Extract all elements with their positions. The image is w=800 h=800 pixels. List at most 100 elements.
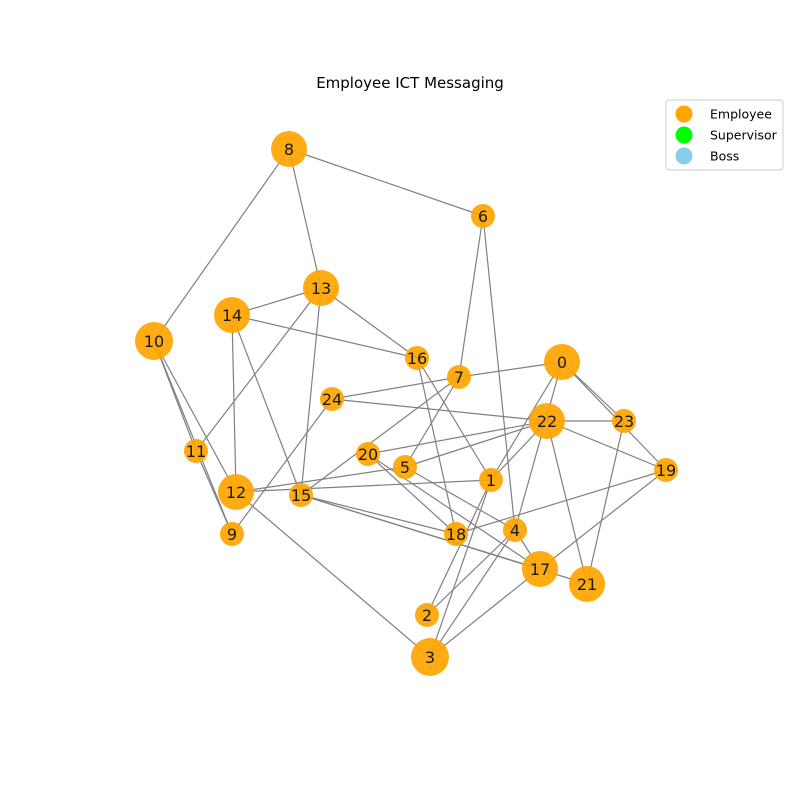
node-circle-0 (544, 344, 580, 380)
edge-0-4 (514, 361, 563, 531)
edge-7-24 (331, 376, 460, 400)
edge-6-4 (482, 215, 516, 531)
node-circle-14 (214, 297, 250, 333)
node-21: 21 (569, 566, 605, 602)
node-label-16: 16 (407, 349, 427, 368)
edge-8-6 (288, 148, 484, 217)
node-label-12: 12 (226, 483, 246, 502)
edge-22-19 (546, 420, 667, 471)
edge-4-2 (426, 529, 516, 616)
node-3: 3 (411, 638, 449, 676)
edge-24-9 (231, 398, 333, 535)
edge-10-12 (153, 340, 237, 493)
legend-label-employee: Employee (710, 107, 772, 122)
node-label-2: 2 (422, 606, 432, 625)
node-circle-22 (529, 403, 565, 439)
graph-title: Employee ICT Messaging (316, 74, 504, 92)
edge-22-21 (546, 420, 588, 585)
edge-19-17 (539, 469, 667, 570)
edge-22-20 (367, 420, 548, 455)
edge-1-3 (429, 479, 492, 658)
legend-frame (665, 99, 784, 171)
node-label-19: 19 (656, 461, 676, 480)
node-label-1: 1 (486, 471, 496, 490)
node-0: 0 (544, 344, 580, 380)
node-circle-19 (654, 458, 678, 482)
node-circle-7 (447, 365, 471, 389)
edge-5-4 (404, 466, 516, 531)
node-label-24: 24 (322, 390, 342, 409)
node-circle-8 (271, 131, 307, 167)
edge-1-2 (426, 479, 492, 616)
node-label-22: 22 (537, 412, 557, 431)
edge-4-3 (429, 529, 516, 658)
node-circle-3 (411, 638, 449, 676)
node-19: 19 (654, 458, 678, 482)
node-16: 16 (405, 346, 429, 370)
node-8: 8 (271, 131, 307, 167)
node-10: 10 (135, 322, 173, 360)
node-label-4: 4 (510, 521, 520, 540)
edge-17-3 (429, 568, 541, 658)
node-label-7: 7 (454, 368, 464, 387)
edge-6-7 (458, 215, 484, 378)
edge-12-3 (235, 491, 431, 658)
node-label-0: 0 (557, 353, 567, 372)
node-circle-10 (135, 322, 173, 360)
edge-16-1 (416, 357, 492, 481)
node-23: 23 (612, 409, 636, 433)
edge-8-13 (288, 148, 322, 289)
edge-12-1 (235, 479, 492, 493)
node-circle-6 (471, 204, 495, 228)
node-18: 18 (444, 522, 468, 546)
node-4: 4 (503, 518, 527, 542)
node-circle-4 (503, 518, 527, 542)
node-label-13: 13 (311, 279, 331, 298)
node-circle-13 (303, 270, 339, 306)
edge-14-15 (231, 314, 302, 496)
edge-13-11 (195, 287, 322, 452)
edge-19-18 (455, 469, 667, 535)
node-22: 22 (529, 403, 565, 439)
node-13: 13 (303, 270, 339, 306)
node-7: 7 (447, 365, 471, 389)
edge-10-9 (153, 340, 233, 535)
node-circle-17 (522, 551, 558, 587)
edge-23-21 (586, 420, 625, 585)
node-label-17: 17 (530, 560, 550, 579)
node-circle-5 (393, 455, 417, 479)
node-6: 6 (471, 204, 495, 228)
edge-11-9 (195, 450, 233, 535)
node-label-8: 8 (284, 140, 294, 159)
node-label-18: 18 (446, 525, 466, 544)
node-circle-15 (289, 483, 313, 507)
node-label-21: 21 (577, 575, 597, 594)
edge-8-10 (153, 148, 290, 342)
edge-0-1 (490, 361, 563, 481)
node-label-14: 14 (222, 306, 242, 325)
node-label-10: 10 (144, 332, 164, 351)
node-circle-20 (356, 442, 380, 466)
edge-13-15 (300, 287, 322, 496)
legend-marker-employee (675, 105, 693, 123)
node-label-11: 11 (186, 442, 206, 461)
node-circle-21 (569, 566, 605, 602)
node-1: 1 (479, 468, 503, 492)
node-circle-11 (184, 439, 208, 463)
node-circle-18 (444, 522, 468, 546)
node-11: 11 (184, 439, 208, 463)
node-label-6: 6 (478, 207, 488, 226)
node-9: 9 (220, 522, 244, 546)
edge-13-16 (320, 287, 418, 359)
legend: Employee Supervisor Boss (665, 99, 784, 171)
edge-22-5 (404, 420, 548, 468)
node-label-3: 3 (425, 648, 435, 667)
node-circle-2 (415, 603, 439, 627)
node-circle-16 (405, 346, 429, 370)
node-14: 14 (214, 297, 250, 333)
node-label-5: 5 (400, 458, 410, 477)
node-24: 24 (320, 387, 344, 411)
node-label-20: 20 (358, 445, 378, 464)
